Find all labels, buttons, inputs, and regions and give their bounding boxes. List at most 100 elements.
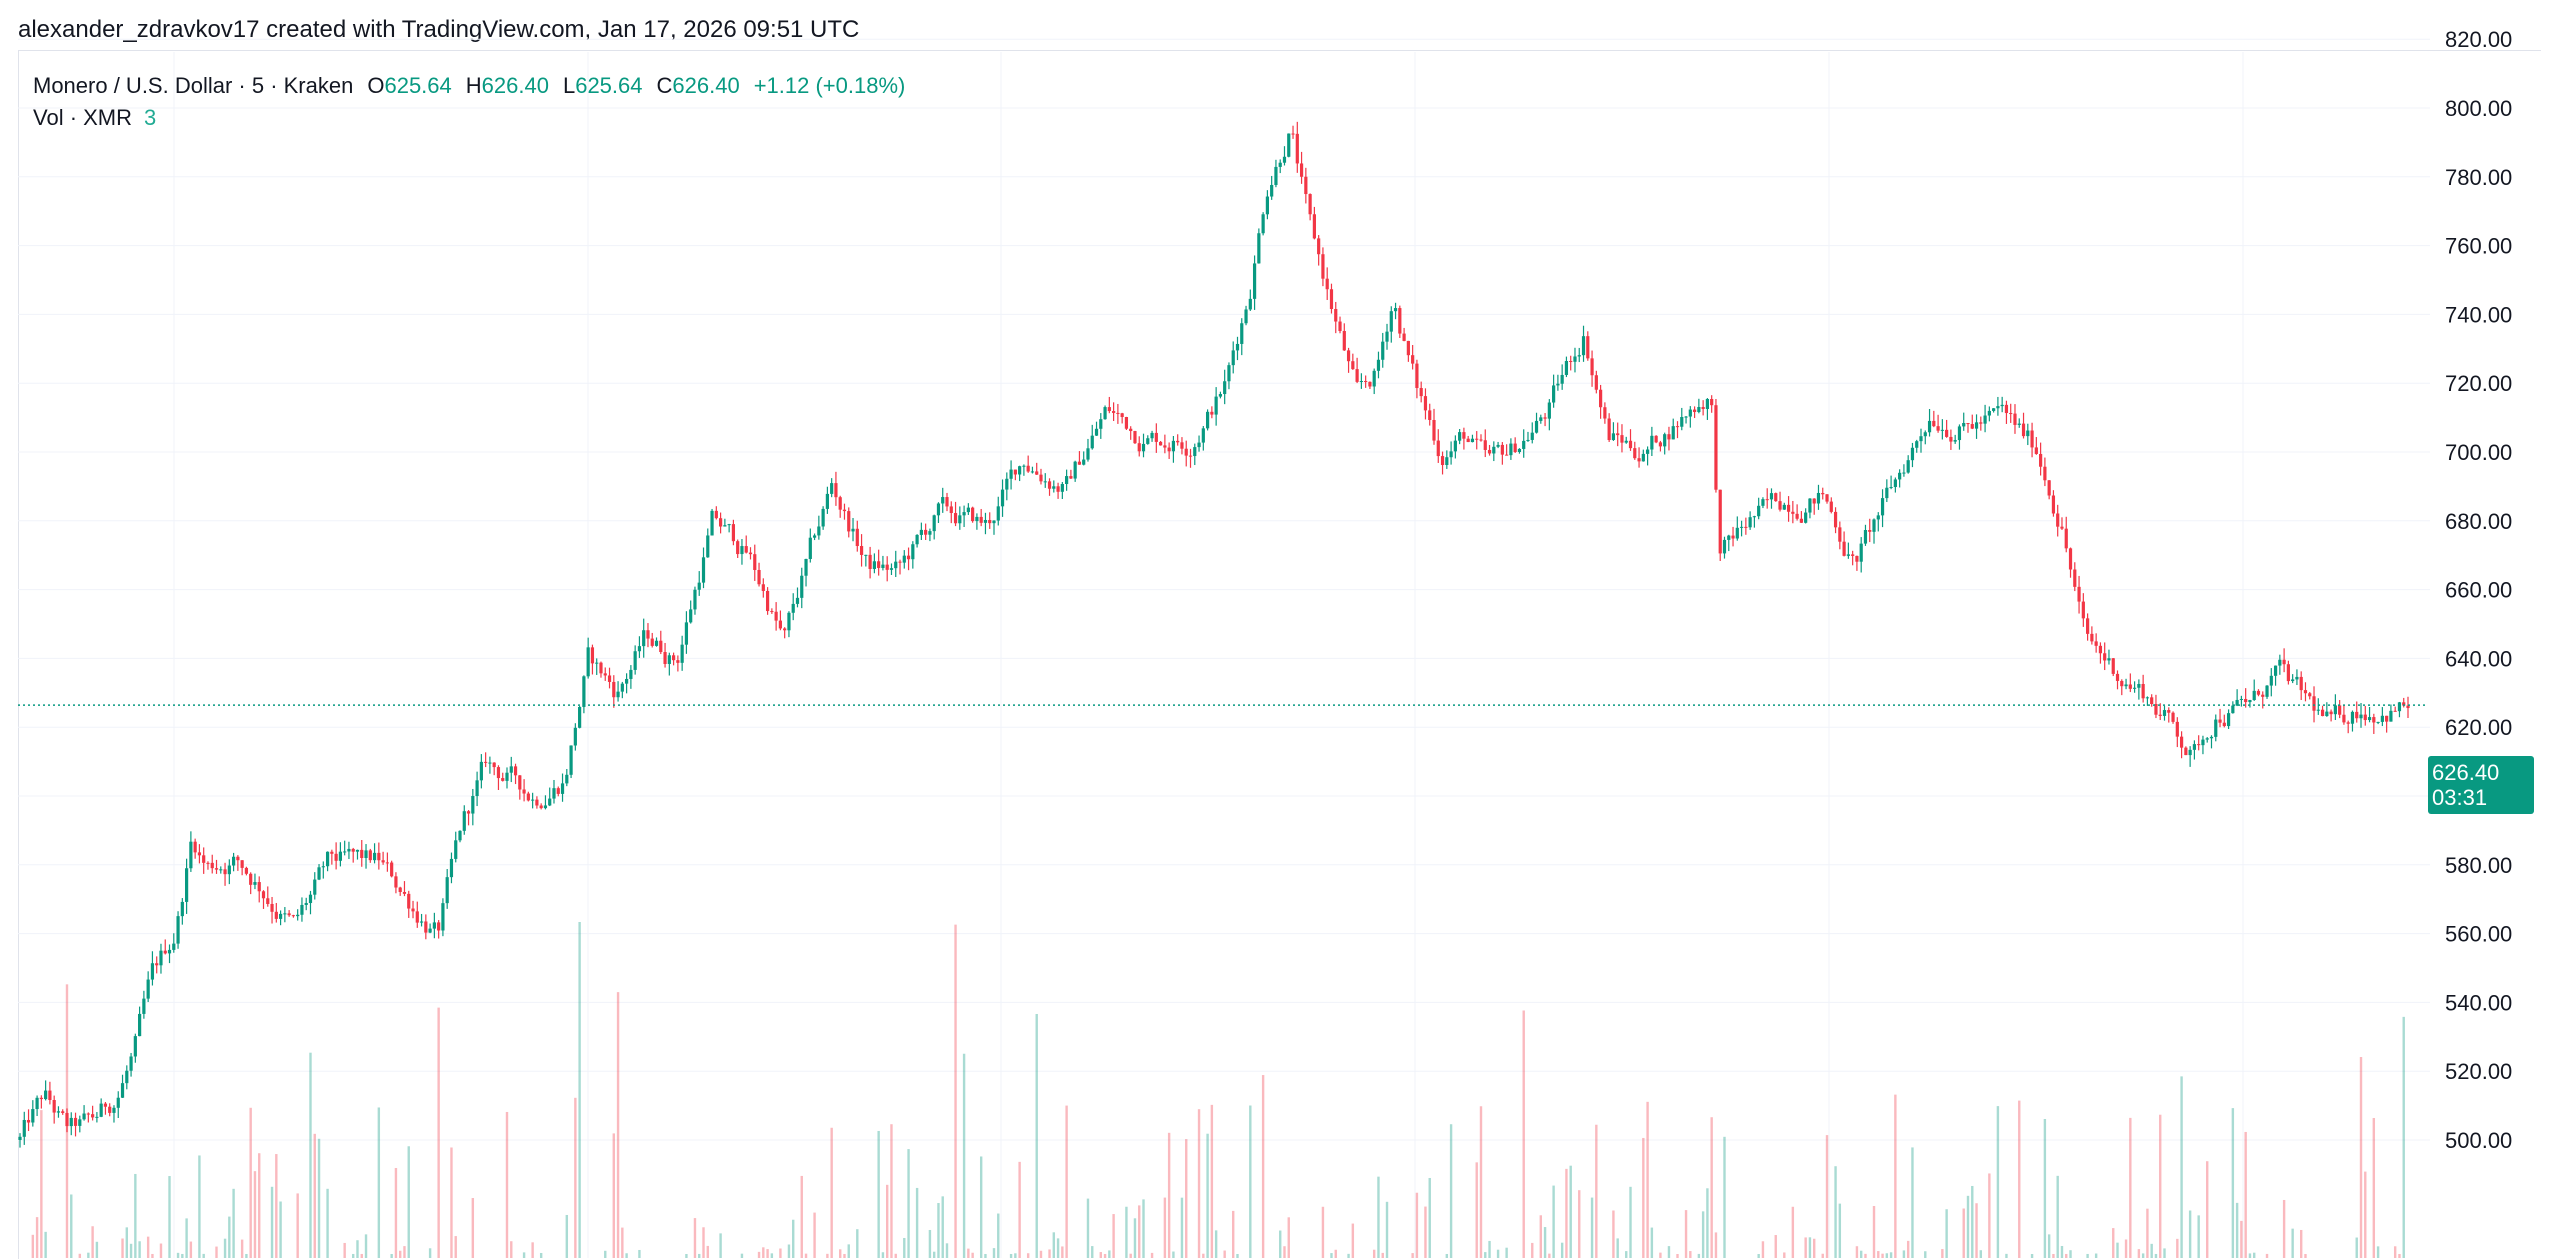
candle-body <box>108 1106 112 1113</box>
candle-body <box>2205 738 2209 740</box>
candle-body <box>432 922 436 929</box>
volume-bar <box>1052 1232 1056 1258</box>
volume-bar <box>129 1243 133 1258</box>
volume-bar <box>189 1241 193 1258</box>
candle-body <box>2039 453 2043 467</box>
candle-body <box>988 519 992 524</box>
candle-body <box>2214 719 2218 737</box>
volume-bar <box>31 1234 35 1258</box>
candle-body <box>757 569 761 585</box>
candle-body <box>484 761 488 763</box>
candle-body <box>2175 721 2179 737</box>
candle-body <box>2128 684 2132 689</box>
candle-body <box>1966 423 1970 425</box>
candle-body <box>1000 489 1005 507</box>
volume-bar <box>78 1253 82 1258</box>
candle-body <box>953 513 958 524</box>
candle-body <box>1880 498 1885 516</box>
candle-body <box>202 855 206 863</box>
candle-body <box>1137 443 1141 452</box>
candle-body <box>2120 680 2124 687</box>
candle-body <box>1415 363 1419 389</box>
candle-body <box>1065 476 1069 485</box>
volume-bar <box>1112 1214 1115 1258</box>
volume-bar <box>1859 1250 1863 1258</box>
candle-body <box>1308 194 1312 215</box>
candle-body <box>2167 710 2171 713</box>
volume-bar <box>1048 1249 1051 1258</box>
candle-body <box>663 652 667 664</box>
volume-bar <box>885 1184 889 1258</box>
candle-body <box>2363 714 2367 721</box>
candle-body <box>2325 711 2329 717</box>
volume-bar <box>2094 1253 2098 1258</box>
volume-bar <box>2065 1253 2068 1258</box>
candle-body <box>1022 465 1026 467</box>
open-label: O <box>367 73 385 98</box>
volume-bar <box>40 1110 43 1258</box>
candle-body <box>975 516 979 522</box>
volume-bar <box>2300 1229 2303 1258</box>
candle-body <box>48 1090 52 1101</box>
candle-body <box>2218 719 2222 723</box>
volume-bar <box>1214 1230 1218 1258</box>
candle-body <box>868 554 872 569</box>
candle-body <box>2132 687 2137 689</box>
volume-bar <box>2052 1253 2055 1258</box>
candle-body <box>1052 486 1056 489</box>
candle-body <box>185 868 189 902</box>
volume-bar <box>1855 1246 1859 1258</box>
volume-bar <box>35 1217 39 1258</box>
candle-body <box>441 903 445 931</box>
candle-body <box>129 1056 133 1071</box>
volume-bar <box>1385 1201 1389 1258</box>
volume-bar <box>428 1248 432 1258</box>
candle-body <box>1654 435 1658 443</box>
candle-body <box>1030 471 1035 473</box>
candle-body <box>2346 722 2350 724</box>
volume-label[interactable]: Vol · XMR <box>33 105 133 130</box>
candle-body <box>1082 459 1086 465</box>
candle-body <box>133 1036 137 1057</box>
candle-body <box>1590 358 1594 376</box>
volume-bar <box>2364 1171 2367 1258</box>
candle-body <box>82 1113 86 1120</box>
volume-bar <box>1813 1238 1816 1258</box>
candle-body <box>2004 404 2009 414</box>
candle-body <box>1983 415 1987 424</box>
candle-body <box>120 1083 125 1098</box>
volume-bar <box>1774 1235 1777 1258</box>
volume-bar <box>1945 1209 1948 1258</box>
candle-body <box>1735 527 1739 539</box>
volume-bar <box>223 1238 227 1258</box>
candle-body <box>219 869 223 871</box>
candle-body <box>1018 466 1022 475</box>
candle-body <box>1312 214 1316 239</box>
volume-bar <box>1279 1230 1282 1258</box>
candle-body <box>2248 700 2252 703</box>
candle-body <box>296 914 300 917</box>
candle-body <box>872 561 876 569</box>
candle-body <box>1500 444 1504 455</box>
candle-body <box>539 805 543 809</box>
volume-bar <box>881 1252 885 1258</box>
volume-bar <box>1488 1240 1491 1258</box>
candle-body <box>2239 698 2243 700</box>
candle-body <box>1321 254 1325 279</box>
symbol-title[interactable]: Monero / U.S. Dollar · 5 · Kraken <box>33 73 354 98</box>
candle-body <box>1889 487 1893 489</box>
volume-bar <box>1142 1199 1145 1258</box>
candle-body <box>603 673 607 676</box>
volume-bar <box>1676 1254 1679 1258</box>
volume-bar <box>1825 1135 1829 1258</box>
volume-bar <box>399 1250 402 1258</box>
volume-bar <box>360 1253 363 1258</box>
candle-body <box>753 554 757 570</box>
volume-bar <box>313 1133 316 1258</box>
candle-body <box>1440 456 1445 466</box>
volume-bar <box>638 1249 641 1258</box>
candle-body <box>706 535 710 558</box>
volume-bar <box>2154 1253 2158 1258</box>
volume-bar <box>2235 1202 2239 1258</box>
